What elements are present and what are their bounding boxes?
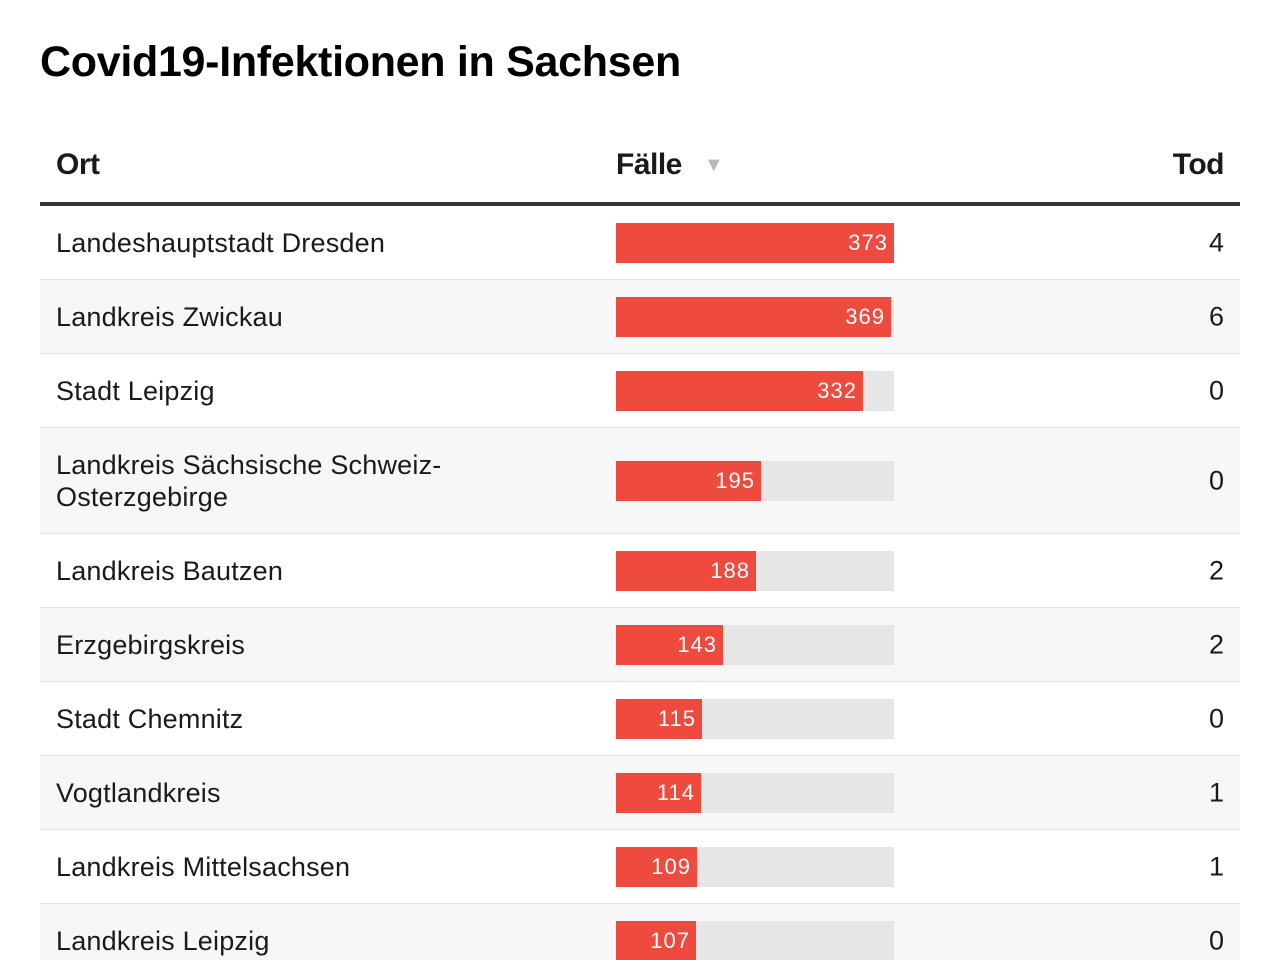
bar-faelle: 369 xyxy=(616,296,891,337)
table-row: Stadt Leipzig 332 0 xyxy=(40,354,1240,428)
cell-tod: 0 xyxy=(1208,375,1224,405)
table-row: Landkreis Zwickau 369 6 xyxy=(40,280,1240,354)
bar-value-label: 109 xyxy=(651,853,691,879)
cell-ort: Erzgebirgskreis xyxy=(56,629,246,660)
bar-track: 115 xyxy=(616,698,894,739)
cell-tod: 0 xyxy=(1208,465,1224,495)
table-row: Vogtlandkreis 114 1 xyxy=(40,756,1240,830)
column-header-faelle-label: Fälle xyxy=(616,148,682,181)
cell-ort: Landkreis Leipzig xyxy=(56,925,270,956)
table-row: Landkreis Mittelsachsen 109 1 xyxy=(40,830,1240,904)
cell-tod: 2 xyxy=(1208,555,1224,585)
cell-tod: 4 xyxy=(1208,227,1224,257)
bar-value-label: 332 xyxy=(817,377,857,403)
cell-ort: Landkreis Zwickau xyxy=(56,301,283,332)
bar-faelle: 143 xyxy=(616,624,723,665)
sort-descending-icon[interactable]: ▼ xyxy=(703,154,724,176)
bar-faelle: 188 xyxy=(616,550,756,591)
cell-ort: Stadt Leipzig xyxy=(56,375,215,406)
table-row: Landkreis Bautzen 188 2 xyxy=(40,534,1240,608)
cell-ort: Vogtlandkreis xyxy=(56,777,221,808)
bar-track: 114 xyxy=(616,772,894,813)
cell-ort: Landkreis Sächsische Schweiz-Osterzgebir… xyxy=(56,449,442,512)
cell-ort: Landkreis Bautzen xyxy=(56,555,284,586)
bar-track: 109 xyxy=(616,846,894,887)
bar-value-label: 115 xyxy=(657,705,696,731)
cell-ort: Landeshauptstadt Dresden xyxy=(56,227,386,258)
column-header-ort[interactable]: Ort xyxy=(56,148,100,181)
bar-faelle: 115 xyxy=(616,698,702,739)
cell-tod: 0 xyxy=(1208,703,1224,733)
bar-track: 188 xyxy=(616,550,894,591)
data-table: Ort Fälle ▼ Tod Landeshauptstadt Dresden 3… xyxy=(40,128,1240,960)
bar-value-label: 188 xyxy=(710,557,750,583)
bar-track: 143 xyxy=(616,624,894,665)
bar-value-label: 107 xyxy=(650,927,690,953)
bar-faelle: 109 xyxy=(616,846,697,887)
bar-faelle: 332 xyxy=(616,370,863,411)
bar-value-label: 114 xyxy=(656,779,695,805)
cell-ort: Stadt Chemnitz xyxy=(56,703,244,734)
bar-value-label: 369 xyxy=(845,303,885,329)
bar-value-label: 195 xyxy=(715,467,755,493)
table-header: Ort Fälle ▼ Tod xyxy=(40,128,1240,206)
bar-faelle: 114 xyxy=(616,772,701,813)
bar-value-label: 143 xyxy=(677,631,717,657)
page-title: Covid19-Infektionen in Sachsen xyxy=(40,38,681,86)
cell-tod: 6 xyxy=(1208,301,1224,331)
bar-faelle: 195 xyxy=(616,460,761,501)
table-row: Stadt Chemnitz 115 0 xyxy=(40,682,1240,756)
cell-tod: 0 xyxy=(1208,925,1224,955)
column-header-tod[interactable]: Tod xyxy=(1172,148,1225,181)
bar-track: 373 xyxy=(616,222,894,263)
cell-ort: Landkreis Mittelsachsen xyxy=(56,851,351,882)
bar-faelle: 373 xyxy=(616,222,894,263)
table-row: Landkreis Sächsische Schweiz-Osterzgebir… xyxy=(40,428,1240,534)
cell-tod: 1 xyxy=(1208,851,1224,881)
cell-tod: 2 xyxy=(1208,629,1224,659)
table-row: Landeshauptstadt Dresden 373 4 xyxy=(40,206,1240,280)
bar-track: 332 xyxy=(616,370,894,411)
bar-faelle: 107 xyxy=(616,920,696,960)
bar-track: 369 xyxy=(616,296,894,337)
bar-value-label: 373 xyxy=(848,229,888,255)
cell-tod: 1 xyxy=(1208,777,1224,807)
table-row: Erzgebirgskreis 143 2 xyxy=(40,608,1240,682)
bar-track: 107 xyxy=(616,920,894,960)
column-header-faelle[interactable]: Fälle ▼ xyxy=(616,148,724,182)
table-body: Landeshauptstadt Dresden 373 4 Landkreis Zw… xyxy=(40,206,1240,960)
bar-track: 195 xyxy=(616,460,894,501)
table-row: Landkreis Leipzig 107 0 xyxy=(40,904,1240,960)
